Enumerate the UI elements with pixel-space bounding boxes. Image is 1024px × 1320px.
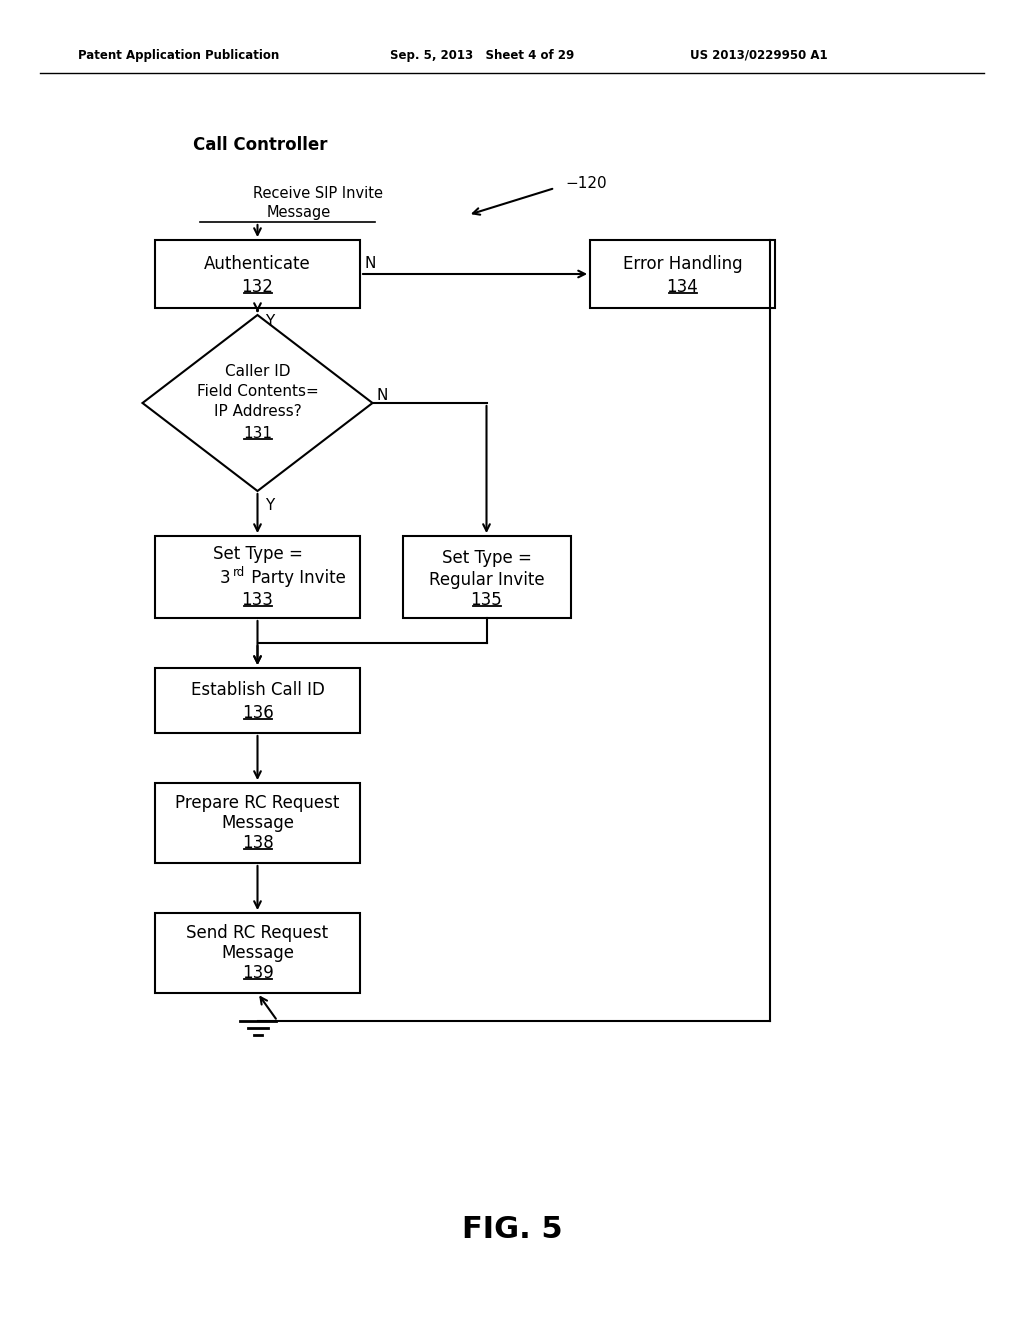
Text: Set Type =: Set Type = xyxy=(441,549,531,568)
Text: Caller ID: Caller ID xyxy=(224,363,290,379)
Text: Message: Message xyxy=(221,944,294,962)
Text: Message: Message xyxy=(221,814,294,832)
Text: N: N xyxy=(364,256,376,272)
Bar xyxy=(155,668,360,733)
Text: 133: 133 xyxy=(242,591,273,609)
Text: 131: 131 xyxy=(243,425,272,441)
Text: Establish Call ID: Establish Call ID xyxy=(190,681,325,700)
Text: FIG. 5: FIG. 5 xyxy=(462,1216,562,1245)
Text: Regular Invite: Regular Invite xyxy=(429,572,545,589)
Text: Send RC Request: Send RC Request xyxy=(186,924,329,942)
Text: 3: 3 xyxy=(219,569,230,587)
Text: 132: 132 xyxy=(242,279,273,296)
Text: 135: 135 xyxy=(471,591,503,609)
Text: 136: 136 xyxy=(242,704,273,722)
Text: Patent Application Publication: Patent Application Publication xyxy=(78,49,280,62)
Text: Receive SIP Invite: Receive SIP Invite xyxy=(253,186,383,201)
Text: Y: Y xyxy=(265,314,274,330)
Text: 134: 134 xyxy=(667,279,698,296)
Text: 138: 138 xyxy=(242,834,273,851)
Text: Message: Message xyxy=(267,205,331,219)
Text: Call Controller: Call Controller xyxy=(193,136,328,154)
Text: US 2013/0229950 A1: US 2013/0229950 A1 xyxy=(690,49,827,62)
Text: Party Invite: Party Invite xyxy=(247,569,346,587)
Text: rd: rd xyxy=(232,565,245,578)
Text: −120: −120 xyxy=(565,176,606,190)
Polygon shape xyxy=(142,315,373,491)
Bar xyxy=(155,240,360,308)
Text: Field Contents=: Field Contents= xyxy=(197,384,318,399)
Bar xyxy=(155,783,360,863)
Text: Prepare RC Request: Prepare RC Request xyxy=(175,795,340,812)
Bar xyxy=(155,536,360,618)
Text: 139: 139 xyxy=(242,964,273,982)
Text: N: N xyxy=(377,388,388,403)
Text: Y: Y xyxy=(265,498,274,512)
Bar xyxy=(590,240,775,308)
Text: IP Address?: IP Address? xyxy=(214,404,301,418)
Text: Authenticate: Authenticate xyxy=(204,255,311,273)
Text: Set Type =: Set Type = xyxy=(213,545,302,564)
Text: Error Handling: Error Handling xyxy=(623,255,742,273)
Bar xyxy=(402,536,570,618)
Text: Sep. 5, 2013   Sheet 4 of 29: Sep. 5, 2013 Sheet 4 of 29 xyxy=(390,49,574,62)
Bar xyxy=(155,913,360,993)
